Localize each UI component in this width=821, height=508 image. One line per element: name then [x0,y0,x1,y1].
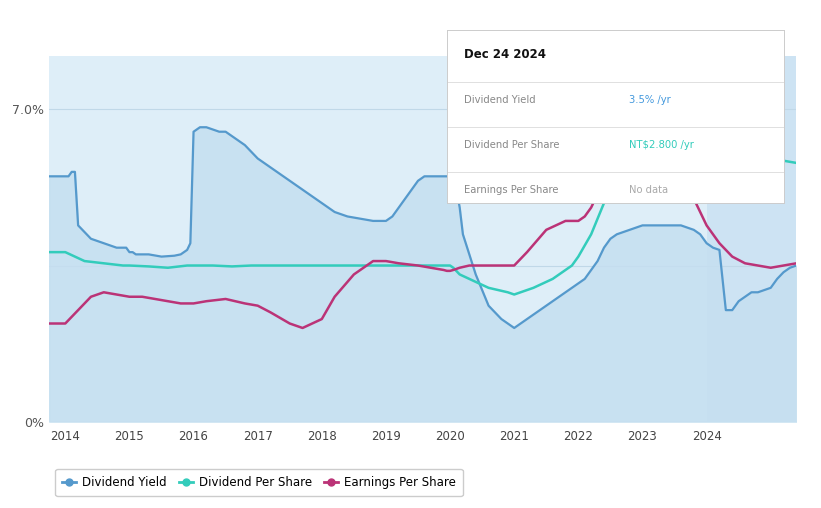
Text: Dec 24 2024: Dec 24 2024 [465,48,546,61]
Text: 3.5% /yr: 3.5% /yr [629,95,671,105]
Text: NT$2.800 /yr: NT$2.800 /yr [629,140,694,150]
Text: No data: No data [629,184,668,195]
Text: Dividend Per Share: Dividend Per Share [465,140,560,150]
Text: Earnings Per Share: Earnings Per Share [465,184,559,195]
Text: Dividend Yield: Dividend Yield [465,95,536,105]
Bar [707,56,796,422]
Text: Past: Past [711,71,734,80]
Legend: Dividend Yield, Dividend Per Share, Earnings Per Share: Dividend Yield, Dividend Per Share, Earn… [55,469,463,496]
